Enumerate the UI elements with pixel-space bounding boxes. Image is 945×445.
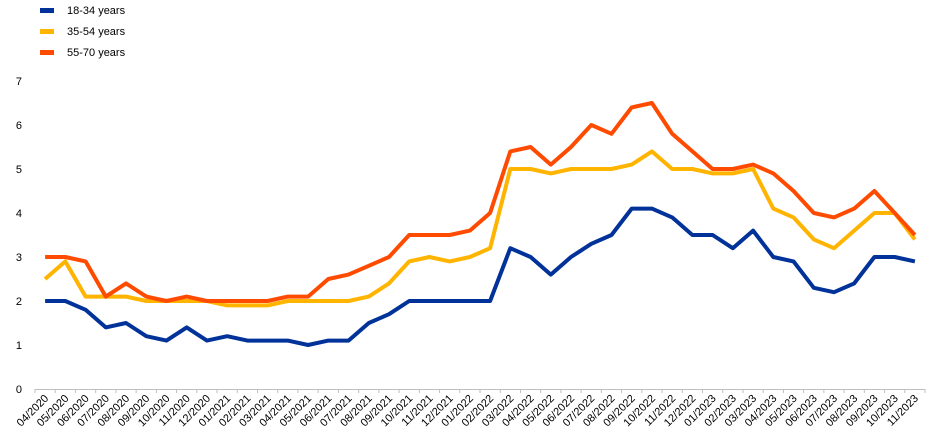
legend-label-55-70: 55-70 years	[67, 46, 126, 59]
y-tick-label: 5	[16, 164, 22, 176]
y-tick-label: 4	[16, 208, 22, 220]
y-tick-label: 0	[16, 384, 22, 396]
series-line-1	[43, 149, 917, 308]
y-axis: 0 1 2 3 4 5 6 7	[16, 76, 22, 396]
legend-item-18-34: 18-34 years	[40, 0, 125, 21]
y-tick-label: 7	[16, 76, 22, 88]
series-line-2	[45, 101, 917, 303]
series-line-0	[45, 206, 916, 347]
legend-item-55-70: 55-70 years	[40, 42, 125, 63]
y-tick-label: 6	[16, 120, 22, 132]
x-axis: 04/202005/202006/202007/202008/202009/20…	[15, 389, 926, 429]
y-tick-label: 1	[16, 340, 22, 352]
legend-swatch-35-54	[40, 29, 54, 34]
legend-item-35-54: 35-54 years	[40, 21, 125, 42]
legend-swatch-18-34	[40, 8, 54, 13]
y-tick-label: 3	[16, 252, 22, 264]
legend-swatch-55-70	[40, 50, 54, 55]
legend-label-18-34: 18-34 years	[67, 4, 126, 17]
y-tick-label: 2	[16, 296, 22, 308]
legend-label-35-54: 35-54 years	[67, 25, 126, 38]
series-lines	[43, 101, 917, 347]
legend: 18-34 years 35-54 years 55-70 years	[40, 0, 125, 63]
